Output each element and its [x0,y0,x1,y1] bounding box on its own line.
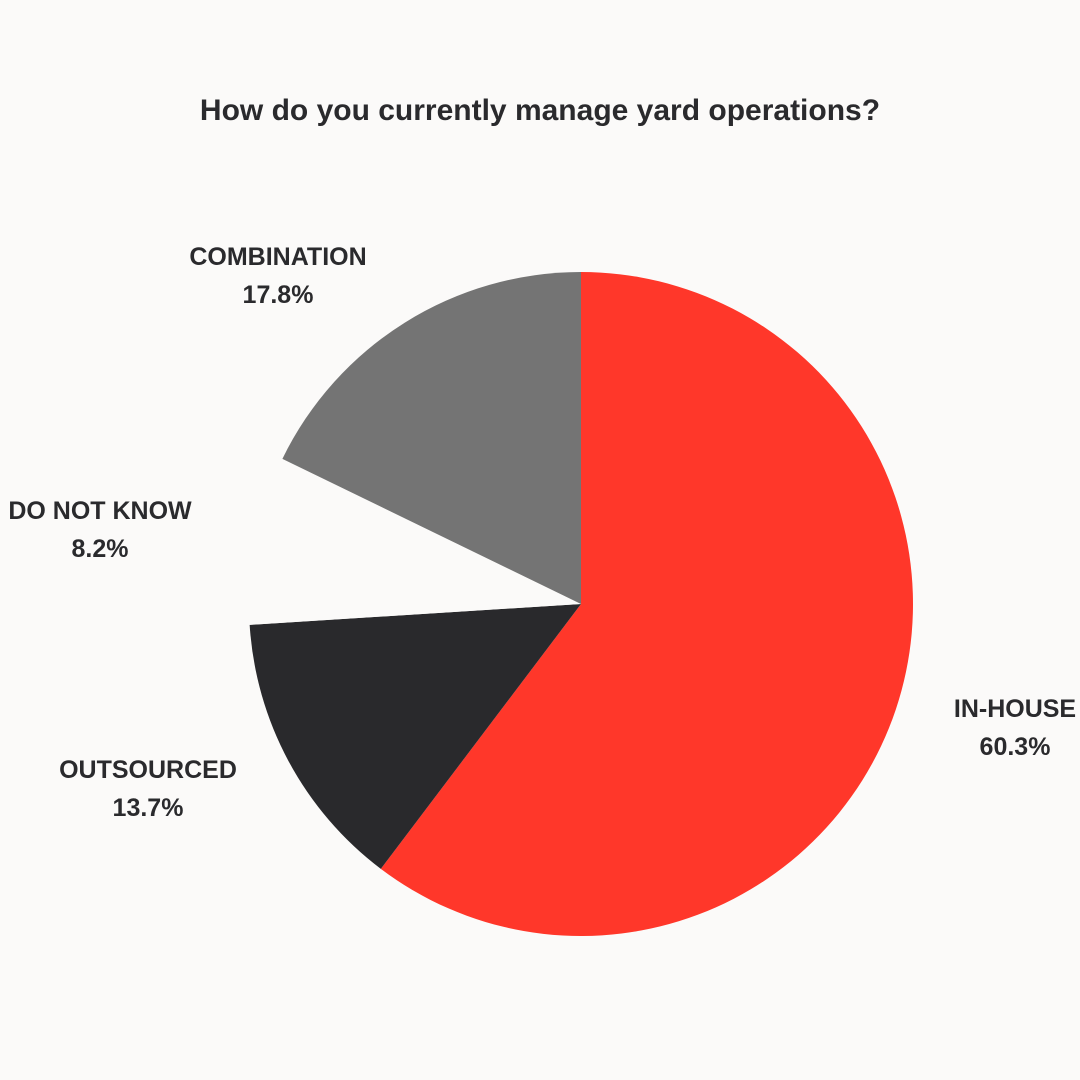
slice-label-text: IN-HOUSE [953,695,1077,723]
slice-value-text: 13.7% [112,794,184,822]
pie-slice-combination [282,272,581,604]
slice-value-text: 60.3% [979,733,1051,761]
slice-label-in-house: IN-HOUSE 60.3% [954,690,1076,766]
chart-title: How do you currently manage yard operati… [199,94,881,127]
slice-label-text: DO NOT KNOW [8,497,192,525]
slice-value-text: 8.2% [71,535,129,563]
slice-label-do-not-know: DO NOT KNOW 8.2% [8,492,191,568]
slice-label-outsourced: OUTSOURCED 13.7% [59,751,237,827]
slice-value-text: 17.8% [242,281,314,309]
pie-slice-in-house [380,272,913,936]
pie-slice-do-not-know [249,458,581,625]
pie-slice-outsourced [249,604,581,869]
slice-label-text: COMBINATION [189,243,367,271]
slice-label-combination: COMBINATION 17.8% [189,238,366,314]
slice-label-text: OUTSOURCED [59,756,237,784]
